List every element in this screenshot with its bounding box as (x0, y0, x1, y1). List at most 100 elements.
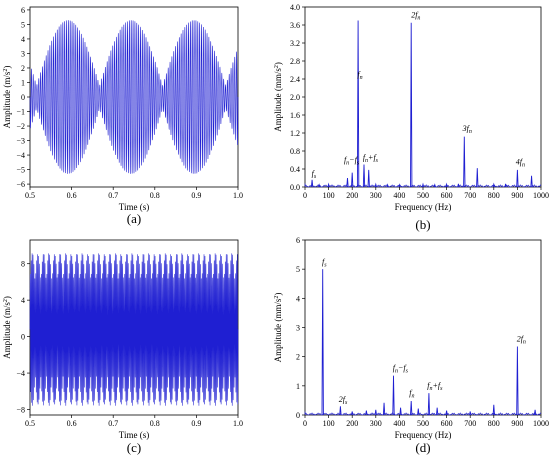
panel-b-ytick-label-8: 3.2 (290, 39, 300, 48)
panel-b-peak-11 (410, 22, 413, 188)
panel-c-ylabel: Amplitude (m/s2) (2, 296, 12, 359)
panel-b-peak-14 (445, 182, 448, 188)
panel-d-peak-annotation-0: fs (322, 257, 327, 268)
panel-d-xtick-label-8: 800 (488, 419, 500, 428)
panel-b-peak-annotation-1: fn−fs (344, 156, 360, 167)
panel-b-peak-0 (310, 179, 314, 188)
panel-c-series-line (29, 253, 239, 406)
panel-b-xtick-label-8: 800 (488, 191, 500, 200)
panel-d: fs 2fs fn−fs fn fn+fs 2fn 0 100 200 300 400 500 600 7… (273, 236, 549, 455)
panel-d-peak-3 (365, 410, 368, 416)
panel-b-peak-15 (457, 183, 460, 188)
panel-b-peak-17 (476, 168, 479, 188)
panel-c-xtick-label-1: 0.6 (67, 419, 77, 428)
panel-d-peak-7 (399, 407, 402, 416)
panel-a-ytick-label-3: −3 (16, 137, 25, 146)
panel-a-ytick-label-0: −6 (16, 180, 25, 189)
panel-b-peak-annotation-6: 4fn (516, 157, 525, 168)
panel-b-ytick-label-5: 2.0 (290, 93, 300, 102)
panel-d-peak-5 (382, 402, 386, 416)
panel-b-peak-annotation-4: 2fn (411, 11, 420, 22)
panel-d-noise-floor (304, 411, 542, 416)
panel-d-ytick-label-2: 2 (296, 353, 300, 362)
panel-d-peak-annotation-4: fn+fs (427, 381, 443, 392)
panel-b-ytick-label-2: 0.8 (290, 147, 300, 156)
panel-c-xtick-label-5: 1.0 (233, 419, 243, 428)
panel-d-peak-2 (351, 411, 354, 416)
panel-d-ytick-label-5: 5 (296, 265, 300, 274)
panel-b-peak-19 (504, 183, 507, 188)
panel-b-ytick-label-7: 2.8 (290, 57, 300, 66)
panel-d-peak-13 (469, 411, 472, 416)
panel-a-ytick-label-1: −5 (16, 166, 25, 175)
panel-d-peak-1 (339, 406, 342, 416)
panel-c-xlabel: Time (s) (119, 430, 149, 440)
panel-a-ylabel: Amplitude (m/s2) (2, 66, 12, 129)
panel-b-peak-7 (367, 169, 370, 188)
panel-a-series-line (29, 20, 239, 174)
panel-a-caption-label: (a) (127, 211, 141, 226)
panel-d-ylabel: Amplitude (mm/s2) (273, 293, 283, 363)
panel-b-peak-13 (433, 183, 436, 188)
panel-b-peak-annotation-5: 3fn (462, 124, 472, 135)
panel-b-xtick-label-2: 200 (346, 191, 358, 200)
panel-a-xlabel: Time (s) (119, 202, 149, 212)
panel-d-peak-9 (417, 408, 420, 416)
panel-b-xlabel: Frequency (Hz) (395, 202, 452, 212)
panel-d-ytick-label-0: 0 (296, 411, 300, 420)
panel-a-ytick-label-5: −1 (16, 108, 25, 117)
panel-d-xtick-label-0: 0 (303, 419, 307, 428)
panel-d-peak-14 (492, 404, 495, 416)
panel-d-xtick-label-6: 600 (441, 419, 453, 428)
panel-b-peak-12 (421, 182, 425, 188)
panel-b-xtick-label-9: 900 (511, 191, 523, 200)
panel-b-peak-5 (356, 20, 360, 188)
panel-c-xtick-label-2: 0.7 (108, 419, 118, 428)
panel-c-xtick-label-4: 0.9 (191, 419, 201, 428)
panel-b-peak-16 (463, 136, 466, 188)
panel-b-peak-21 (530, 175, 533, 188)
panel-d-peak-annotation-3: fn (409, 389, 414, 400)
panel-b-ylabel: Amplitude (mm/s2) (273, 62, 283, 132)
panel-d-peak-11 (436, 407, 439, 416)
panel-d-ytick-label-4: 4 (296, 294, 300, 303)
panel-b-peak-annotation-2: fn+fs (363, 153, 379, 164)
panel-d-peak-16 (533, 409, 537, 416)
panel-d-xtick-label-9: 900 (511, 419, 523, 428)
panel-b-caption-label: (b) (415, 217, 430, 232)
panel-b-ytick-label-9: 3.6 (290, 21, 300, 30)
panel-d-peak-4 (374, 409, 377, 416)
panel-d-peak-annotation-2: fn−fs (393, 364, 409, 375)
panel-b-ytick-label-6: 2.4 (290, 75, 300, 84)
panel-d-ytick-label-3: 3 (296, 324, 300, 333)
panel-a-xtick-label-3: 0.8 (150, 191, 160, 200)
panel-d-xtick-label-7: 700 (464, 419, 476, 428)
panel-d-frame (304, 239, 542, 416)
panel-a-ytick-label-11: 5 (21, 20, 25, 29)
panel-b-ytick-label-3: 1.2 (290, 129, 300, 138)
panel-b-xtick-label-7: 700 (464, 191, 476, 200)
panel-b-peak-10 (398, 183, 401, 188)
panel-b-xtick-label-3: 300 (370, 191, 382, 200)
panel-d-peak-0 (321, 269, 324, 416)
panel-c-xtick-label-0: 0.5 (25, 419, 35, 428)
panel-d-xtick-label-10: 1000 (533, 419, 549, 428)
panel-a-xtick-label-0: 0.5 (25, 191, 35, 200)
panel-a-ytick-label-10: 4 (21, 35, 25, 44)
panel-c-ytick-label-2: 0 (21, 333, 25, 342)
panel-d-xlabel: Frequency (Hz) (395, 430, 452, 440)
panel-b-peak-18 (492, 182, 495, 188)
panel-a-xtick-label-5: 1.0 (233, 191, 243, 200)
panel-c-ytick-label-1: −4 (16, 369, 25, 378)
panel-d-peak-6 (392, 375, 395, 416)
panel-b-ytick-label-0: 0.0 (290, 183, 300, 192)
panel-a-ytick-label-8: 2 (21, 64, 25, 73)
panel-d-xtick-label-4: 400 (393, 419, 405, 428)
panel-c-ytick-label-4: 8 (21, 260, 25, 269)
panel-c-ytick-label-3: 4 (21, 296, 25, 305)
panel-b-frame (304, 6, 542, 188)
panel-c-ytick-label-0: −8 (16, 406, 25, 415)
panel-b-xtick-label-1: 100 (323, 191, 335, 200)
panel-a-ytick-label-4: −2 (16, 122, 25, 131)
